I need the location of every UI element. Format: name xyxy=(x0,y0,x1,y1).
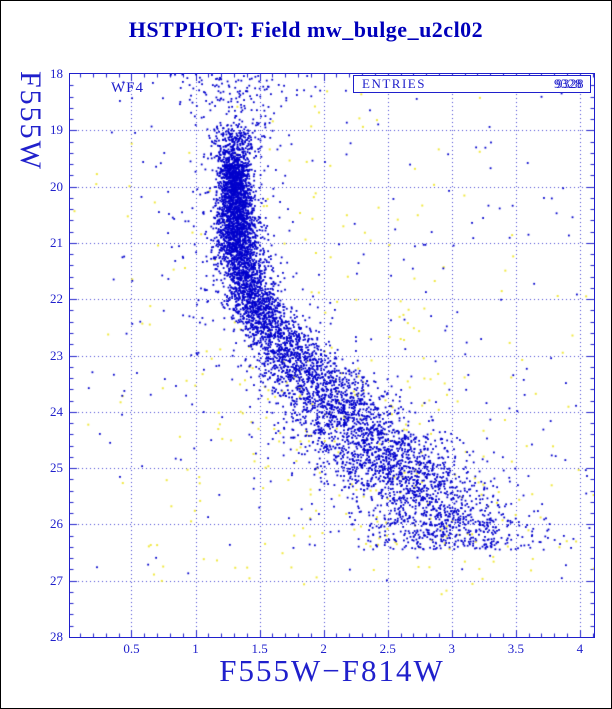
x-tick-label: 3.5 xyxy=(507,641,524,656)
x-axis-label: F555W−F814W xyxy=(219,653,445,688)
y-tick-label: 28 xyxy=(50,629,63,644)
entries-value: 9328 xyxy=(554,76,582,91)
y-tick-label: 20 xyxy=(50,178,63,194)
y-tick-label: 19 xyxy=(50,122,63,138)
x-tick-label: 2 xyxy=(320,641,327,656)
x-tick-label: 1.5 xyxy=(251,641,268,656)
y-tick-label: 25 xyxy=(50,460,63,476)
y-tick-label: 26 xyxy=(50,516,63,532)
plot-area xyxy=(69,73,595,638)
plot-title: HSTPHOT: Field mw_bulge_u2cl02 xyxy=(128,17,484,42)
y-axis-label: F555W xyxy=(14,71,47,171)
x-tick-label: 0.5 xyxy=(123,641,140,656)
y-tick-label: 18 xyxy=(50,66,63,81)
x-tick-label: 4 xyxy=(576,641,584,656)
x-tick-label: 3 xyxy=(448,641,456,656)
x-tick-label: 1 xyxy=(192,641,199,656)
y-tick-label: 22 xyxy=(50,291,63,307)
entries-label: ENTRIES xyxy=(362,76,426,91)
y-tick-label: 23 xyxy=(50,347,63,363)
chip-annotation: WF4 xyxy=(111,80,144,96)
cmd-canvas xyxy=(70,74,594,637)
y-tick-label: 27 xyxy=(50,572,63,588)
x-tick-label: 2.5 xyxy=(379,641,396,656)
y-tick-label: 21 xyxy=(50,234,63,250)
entries-box: ENTRIES 9328 xyxy=(353,75,591,93)
y-tick-label: 24 xyxy=(50,403,63,419)
